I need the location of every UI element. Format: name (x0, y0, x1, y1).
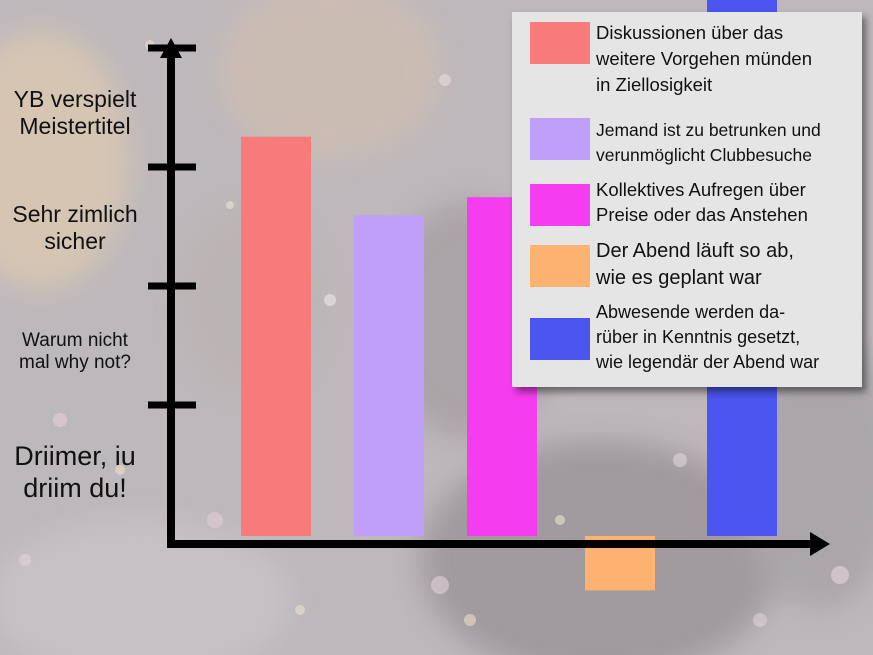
legend-label-line: wie legendär der Abend war (596, 352, 820, 372)
y-tick-label-line: YB verspielt (13, 85, 137, 112)
axes-group (148, 38, 830, 556)
legend-label-line: in Ziellosigkeit (596, 74, 713, 95)
y-tick-label-line: sicher (44, 227, 106, 254)
legend-label: Jemand ist zu betrunken und verunmöglicht… (596, 118, 858, 168)
legend: Diskussionen über das weitere Vorgehen mü… (512, 12, 862, 387)
legend-swatch (530, 118, 590, 160)
legend-label-line: Jemand ist zu betrunken und (596, 120, 821, 140)
y-tick-label: Sehr zimlich sicher (0, 201, 150, 255)
legend-label-line: weitere Vorgehen münden (596, 48, 812, 69)
y-tick-label-line: Sehr zimlich (12, 200, 138, 227)
y-tick-label-line: Meistertitel (19, 112, 131, 139)
legend-label: Abwesende werden da-rüber in Kenntnis ge… (596, 300, 858, 375)
legend-label-line: Diskussionen über das (596, 22, 784, 43)
y-tick-label-line: driim du! (23, 472, 127, 503)
x-axis-arrowhead (810, 532, 830, 556)
y-tick-label: YB verspielt Meistertitel (0, 86, 150, 140)
y-tick-label: Warum nicht mal why not? (0, 330, 150, 375)
legend-label-line: Preise oder das Anstehen (596, 204, 808, 225)
legend-swatch (530, 184, 590, 226)
legend-label-line: Kollektives Aufregen über (596, 179, 806, 200)
bar-1 (241, 136, 311, 536)
legend-label: Der Abend läuft so ab, wie es geplant war (596, 238, 858, 292)
y-ticks-group (148, 44, 196, 409)
legend-label-line: verunmöglicht Clubbesuche (596, 145, 812, 165)
bar-2 (354, 215, 424, 536)
y-tick-label-line: Driimer, iu (14, 441, 136, 472)
legend-label-line: rüber in Kenntnis gesetzt, (596, 327, 801, 347)
y-tick-label-line: Warum nicht (22, 329, 128, 351)
legend-label-line: wie es geplant war (596, 267, 762, 289)
legend-swatch (530, 318, 590, 360)
y-tick-label-line: mal why not? (19, 351, 131, 373)
y-tick-label: Driimer, iu driim du! (0, 441, 150, 505)
legend-label-line: Abwesende werden da- (596, 302, 786, 322)
legend-label-line: Der Abend läuft so ab, (596, 240, 794, 262)
legend-label: Diskussionen über das weitere Vorgehen mü… (596, 20, 858, 98)
legend-swatch (530, 22, 590, 64)
legend-label: Kollektives Aufregen über Preise oder das… (596, 177, 858, 227)
legend-swatch (530, 245, 590, 287)
